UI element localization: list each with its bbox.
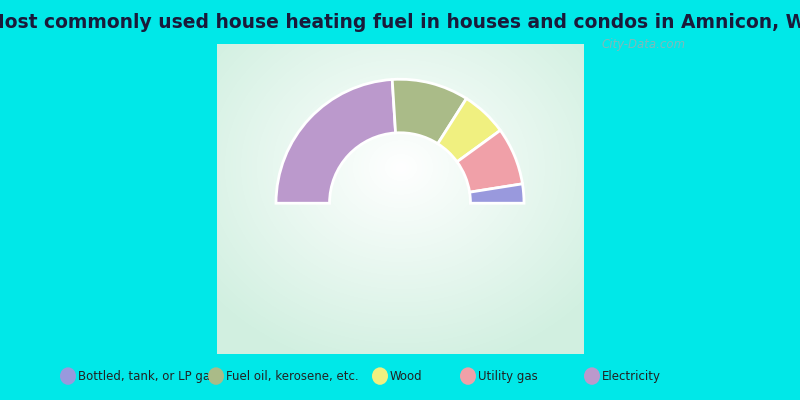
- Ellipse shape: [208, 367, 224, 385]
- Wedge shape: [276, 80, 395, 203]
- Text: Fuel oil, kerosene, etc.: Fuel oil, kerosene, etc.: [226, 370, 358, 382]
- Wedge shape: [438, 98, 500, 162]
- Wedge shape: [470, 184, 524, 203]
- Text: Electricity: Electricity: [602, 370, 661, 382]
- Text: Utility gas: Utility gas: [478, 370, 538, 382]
- Text: City-Data.com: City-Data.com: [602, 38, 686, 51]
- Wedge shape: [457, 130, 522, 192]
- Ellipse shape: [460, 367, 476, 385]
- Text: Bottled, tank, or LP gas: Bottled, tank, or LP gas: [78, 370, 216, 382]
- Ellipse shape: [60, 367, 76, 385]
- Text: Wood: Wood: [390, 370, 422, 382]
- Ellipse shape: [372, 367, 388, 385]
- Wedge shape: [392, 79, 466, 144]
- Text: Most commonly used house heating fuel in houses and condos in Amnicon, WI: Most commonly used house heating fuel in…: [0, 12, 800, 32]
- Ellipse shape: [584, 367, 600, 385]
